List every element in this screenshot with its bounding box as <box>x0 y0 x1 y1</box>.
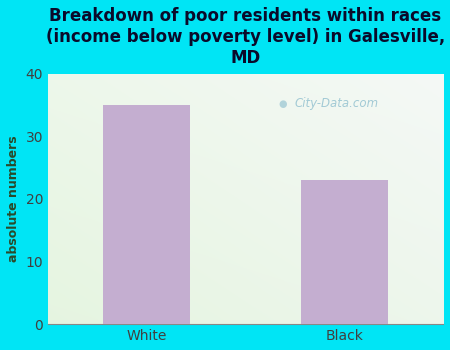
Y-axis label: absolute numbers: absolute numbers <box>7 135 20 262</box>
Title: Breakdown of poor residents within races
(income below poverty level) in Galesvi: Breakdown of poor residents within races… <box>46 7 445 66</box>
Text: ●: ● <box>279 99 287 109</box>
Text: City-Data.com: City-Data.com <box>294 97 378 110</box>
Bar <box>301 180 388 324</box>
Bar <box>104 105 190 324</box>
